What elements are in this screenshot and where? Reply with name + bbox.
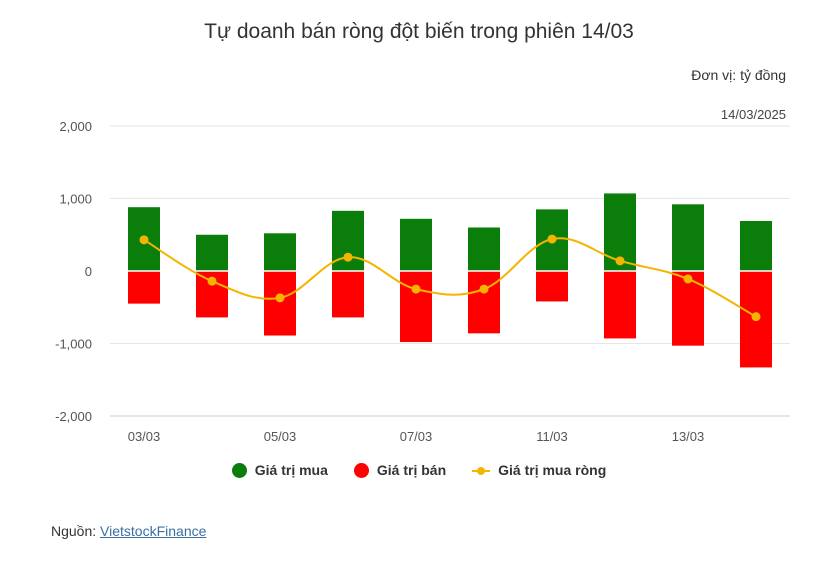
net-point	[411, 284, 421, 294]
y-tick-label: 1,000	[59, 192, 92, 207]
net-point	[683, 274, 693, 284]
bar-sell	[468, 271, 500, 334]
net-line	[143, 237, 757, 318]
legend-label-buy: Giá trị mua	[254, 462, 328, 478]
bar-buy	[400, 218, 432, 271]
y-tick-label: 2,000	[59, 119, 92, 134]
x-tick-label: 03/03	[128, 429, 161, 444]
net-point	[615, 256, 625, 266]
legend-swatch-sell	[353, 462, 369, 478]
x-tick-label: 07/03	[400, 429, 433, 444]
source-note: Nguồn: VietstockFinance	[51, 523, 206, 539]
net-point	[275, 293, 285, 303]
bar-buy	[672, 204, 704, 271]
legend-item-buy[interactable]: Giá trị mua	[231, 462, 328, 478]
legend-label-sell: Giá trị bán	[376, 462, 447, 478]
x-tick-label: 13/03	[672, 429, 705, 444]
legend-label-net: Giá trị mua ròng	[498, 462, 607, 478]
bar-buy	[468, 227, 500, 271]
date-label: 14/03/2025	[720, 107, 786, 122]
bar-sell	[128, 271, 160, 304]
net-point	[751, 312, 761, 322]
legend: Giá trị mua Giá trị bán Giá trị mua ròng	[0, 462, 838, 478]
legend-swatch-net	[472, 463, 491, 478]
bar-buy	[196, 234, 228, 271]
y-tick-label: 0	[85, 264, 92, 279]
chart-title: Tự doanh bán ròng đột biến trong phiên 1…	[204, 20, 634, 43]
source-prefix: Nguồn:	[51, 523, 101, 539]
bar-sell	[536, 271, 568, 302]
net-point	[139, 235, 149, 245]
legend-item-net[interactable]: Giá trị mua ròng	[472, 462, 606, 478]
bar-buy	[740, 220, 772, 271]
y-tick-label: -2,000	[55, 409, 92, 424]
unit-label: Đơn vị: tỷ đồng	[691, 67, 786, 83]
bar-sell	[332, 271, 364, 318]
net-point	[207, 276, 217, 286]
bar-buy	[264, 233, 296, 271]
bar-sell	[400, 271, 432, 343]
bar-buy	[332, 210, 364, 271]
legend-item-sell[interactable]: Giá trị bán	[353, 462, 447, 478]
legend-swatch-buy	[231, 462, 247, 478]
net-point	[479, 284, 489, 294]
net-point	[343, 252, 353, 262]
x-tick-label: 11/03	[536, 429, 568, 444]
y-tick-label: -1,000	[55, 337, 92, 352]
bar-sell	[264, 271, 296, 336]
source-link[interactable]: VietstockFinance	[100, 523, 207, 539]
bar-sell	[604, 271, 636, 339]
net-point	[547, 234, 557, 244]
x-tick-label: 05/03	[264, 429, 297, 444]
